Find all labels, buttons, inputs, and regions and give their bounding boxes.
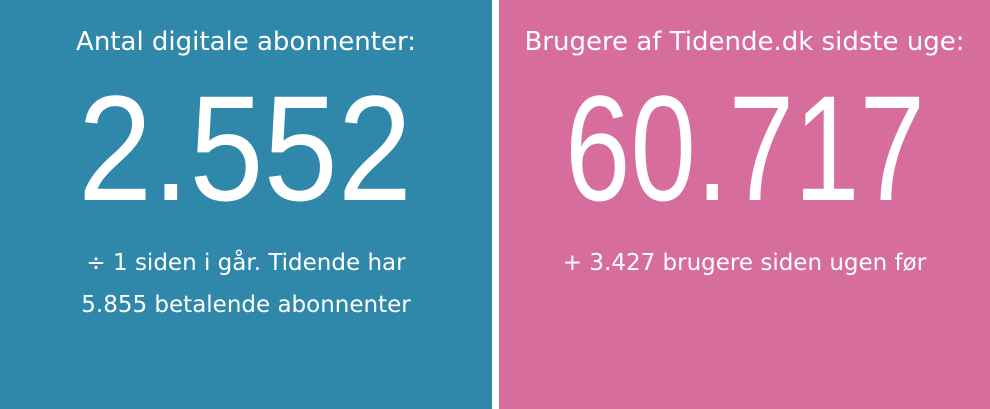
digital-subscribers-value-graphic: 2.552 (78, 64, 412, 232)
weekly-users-value-graphic: 60.717 (565, 64, 925, 232)
digital-subscribers-panel: Antal digitale abonnenter: 2.552 ÷ 1 sid… (0, 0, 492, 409)
digital-subscribers-change: ÷ 1 siden i går. Tidende har 5.855 betal… (0, 242, 492, 326)
weekly-users-title: Brugere af Tidende.dk sidste uge: (524, 27, 965, 57)
change-line-2: 5.855 betalende abonnenter (81, 292, 411, 318)
digital-subscribers-title: Antal digitale abonnenter: (76, 27, 416, 57)
weekly-users-change: + 3.427 brugere siden ugen før (499, 242, 990, 284)
change-line-1: + 3.427 brugere siden ugen før (562, 250, 927, 276)
change-line-1: ÷ 1 siden i går. Tidende har (86, 250, 406, 276)
weekly-users-value: 60.717 (565, 64, 925, 232)
weekly-users-panel: Brugere af Tidende.dk sidste uge: 60.717… (499, 0, 990, 409)
digital-subscribers-value: 2.552 (78, 64, 412, 232)
